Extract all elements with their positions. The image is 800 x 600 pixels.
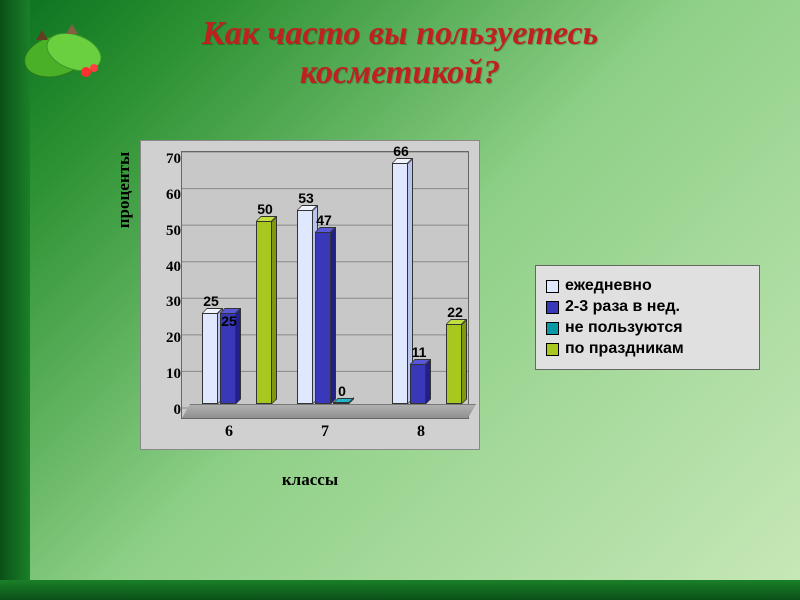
- ytick: 30: [146, 294, 181, 311]
- legend-label: 2-3 раза в нед.: [565, 298, 680, 316]
- bar-value-label: 53: [291, 190, 321, 206]
- plot-area: 25255053470661122: [181, 151, 469, 419]
- bar: 22: [446, 324, 462, 404]
- bar-value-label: 47: [309, 212, 339, 228]
- legend-label: ежедневно: [565, 277, 652, 295]
- bar-value-label: 66: [386, 143, 416, 159]
- chart-container: проценты 70 60 50 40 30 20 10 0 25255053…: [80, 130, 760, 560]
- title-line-1: Как часто вы пользуетесь: [202, 15, 599, 52]
- ytick: 10: [146, 366, 181, 383]
- bar: 50: [256, 221, 272, 404]
- bar-value-label: 25: [196, 293, 226, 309]
- legend-swatch: [546, 301, 559, 314]
- ytick: 50: [146, 223, 181, 240]
- bar-value-label: 11: [404, 344, 434, 360]
- legend-item: 2-3 раза в нед.: [546, 298, 749, 316]
- x-axis-ticks: 6 7 8: [181, 423, 469, 445]
- bar: 47: [315, 232, 331, 404]
- bar-group: 252550: [202, 152, 282, 404]
- xtick: 6: [225, 423, 233, 445]
- legend-swatch: [546, 280, 559, 293]
- legend-item: по праздникам: [546, 340, 749, 358]
- xtick: 8: [417, 423, 425, 445]
- legend-label: по праздникам: [565, 340, 684, 358]
- legend-item: ежедневно: [546, 277, 749, 295]
- ytick: 60: [146, 187, 181, 204]
- legend-swatch: [546, 343, 559, 356]
- legend-item: не пользуются: [546, 319, 749, 337]
- frame-bottom: [0, 580, 800, 600]
- bar-group: 6611 22: [392, 152, 472, 404]
- bar-value-label: 22: [440, 304, 470, 320]
- bar: 25: [220, 313, 236, 404]
- bar-value-label: 50: [250, 201, 280, 217]
- ytick: 0: [146, 402, 181, 419]
- bars-layer: 25255053470661122: [182, 152, 468, 404]
- ytick: 40: [146, 259, 181, 276]
- page-title: Как часто вы пользуетесь косметикой?: [0, 14, 800, 92]
- legend-swatch: [546, 322, 559, 335]
- y-axis-ticks: 70 60 50 40 30 20 10 0: [146, 151, 181, 419]
- title-line-2: косметикой?: [300, 54, 500, 91]
- chart-floor: [182, 404, 476, 418]
- y-axis-label: проценты: [114, 120, 134, 260]
- ytick: 70: [146, 151, 181, 168]
- ytick: 20: [146, 330, 181, 347]
- xtick: 7: [321, 423, 329, 445]
- bar-value-label: 25: [214, 313, 244, 329]
- x-axis-label: классы: [140, 470, 480, 490]
- bar: 11: [410, 364, 426, 404]
- bar-value-label: 0: [327, 383, 357, 399]
- legend: ежедневно 2-3 раза в нед. не пользуются …: [535, 265, 760, 370]
- bar-group: 53470: [297, 152, 377, 404]
- bar: 66: [392, 163, 408, 404]
- bar: 53: [297, 210, 313, 404]
- chart-box: 70 60 50 40 30 20 10 0 25255053470661122…: [140, 140, 480, 450]
- legend-label: не пользуются: [565, 319, 683, 337]
